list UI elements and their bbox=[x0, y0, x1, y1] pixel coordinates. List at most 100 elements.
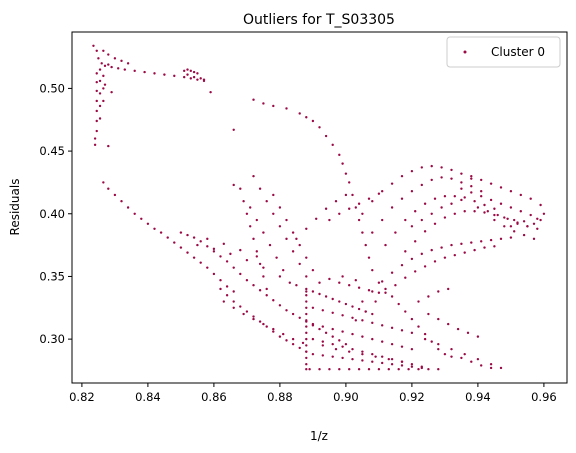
data-point bbox=[103, 83, 107, 86]
data-point bbox=[285, 237, 288, 241]
data-point bbox=[437, 368, 440, 371]
data-point bbox=[232, 300, 235, 303]
data-point bbox=[92, 44, 95, 47]
data-point bbox=[305, 306, 308, 309]
data-point bbox=[390, 206, 394, 209]
data-point bbox=[311, 268, 315, 272]
data-point bbox=[305, 290, 308, 293]
data-point bbox=[102, 74, 105, 78]
data-point bbox=[371, 200, 374, 203]
data-point bbox=[348, 284, 351, 287]
data-point bbox=[483, 246, 486, 249]
data-point bbox=[252, 315, 255, 318]
data-point bbox=[404, 310, 407, 313]
data-point bbox=[384, 287, 387, 291]
data-point bbox=[95, 99, 98, 103]
data-point bbox=[206, 266, 209, 269]
data-point bbox=[400, 345, 404, 348]
data-point bbox=[126, 206, 130, 209]
data-point bbox=[311, 119, 315, 123]
data-point bbox=[186, 68, 189, 71]
points-layer bbox=[92, 44, 546, 371]
data-point bbox=[133, 69, 136, 73]
data-point bbox=[186, 233, 189, 237]
data-point bbox=[305, 319, 308, 322]
data-point bbox=[341, 314, 344, 317]
data-point bbox=[331, 297, 334, 301]
data-point bbox=[470, 191, 473, 194]
data-point bbox=[305, 294, 308, 297]
data-point bbox=[390, 342, 394, 346]
data-point bbox=[351, 316, 354, 320]
data-point bbox=[239, 248, 242, 252]
data-point bbox=[390, 182, 394, 185]
data-point bbox=[450, 243, 453, 247]
data-point bbox=[371, 231, 374, 234]
data-point bbox=[202, 78, 206, 81]
data-point bbox=[318, 292, 321, 296]
data-point bbox=[420, 218, 423, 222]
data-point bbox=[262, 231, 265, 234]
data-point bbox=[466, 331, 470, 335]
data-point bbox=[473, 200, 476, 203]
data-point bbox=[377, 281, 381, 284]
data-point bbox=[420, 166, 423, 169]
data-point bbox=[460, 181, 463, 184]
data-point bbox=[331, 342, 334, 346]
data-point bbox=[295, 284, 298, 287]
x-axis-label: 1/z bbox=[310, 429, 328, 443]
y-tick-label: 0.30 bbox=[39, 332, 65, 346]
data-point bbox=[239, 305, 242, 308]
data-point bbox=[252, 174, 255, 178]
data-point bbox=[321, 354, 324, 357]
y-axis-label: Residuals bbox=[8, 179, 22, 236]
data-point bbox=[361, 231, 364, 234]
data-point bbox=[381, 340, 384, 343]
data-point bbox=[262, 266, 265, 269]
data-point bbox=[199, 261, 202, 264]
data-point bbox=[258, 262, 262, 266]
data-point bbox=[331, 143, 334, 147]
data-point bbox=[463, 196, 466, 199]
data-point bbox=[367, 197, 371, 200]
data-point bbox=[255, 255, 258, 258]
data-point bbox=[344, 172, 348, 175]
data-point bbox=[199, 240, 202, 243]
data-point bbox=[529, 197, 532, 200]
data-point bbox=[433, 260, 437, 263]
data-point bbox=[390, 271, 394, 274]
data-point bbox=[318, 368, 321, 371]
data-point bbox=[183, 75, 186, 79]
data-point bbox=[430, 178, 433, 182]
data-point bbox=[381, 355, 384, 358]
data-point bbox=[298, 262, 301, 266]
data-point bbox=[265, 294, 268, 297]
data-point bbox=[354, 206, 357, 209]
data-point bbox=[212, 250, 216, 253]
data-point bbox=[450, 177, 453, 180]
data-point bbox=[453, 212, 456, 215]
data-point bbox=[239, 272, 242, 276]
data-point bbox=[146, 222, 150, 225]
data-point bbox=[404, 276, 407, 279]
data-point bbox=[357, 202, 361, 205]
data-point bbox=[298, 346, 301, 350]
data-point bbox=[321, 309, 324, 312]
data-point bbox=[539, 203, 542, 207]
data-point bbox=[189, 77, 192, 80]
data-point bbox=[143, 70, 146, 74]
data-point bbox=[305, 275, 308, 278]
data-point bbox=[212, 247, 216, 251]
data-point bbox=[430, 164, 433, 168]
data-point bbox=[443, 256, 447, 259]
data-point bbox=[513, 230, 516, 233]
data-point bbox=[410, 365, 414, 368]
data-point bbox=[489, 182, 493, 185]
data-point bbox=[120, 59, 123, 63]
data-point bbox=[476, 357, 480, 361]
data-point bbox=[509, 236, 513, 239]
data-point bbox=[489, 198, 493, 202]
data-point bbox=[423, 332, 427, 336]
data-point bbox=[404, 218, 407, 222]
data-point bbox=[98, 92, 102, 95]
